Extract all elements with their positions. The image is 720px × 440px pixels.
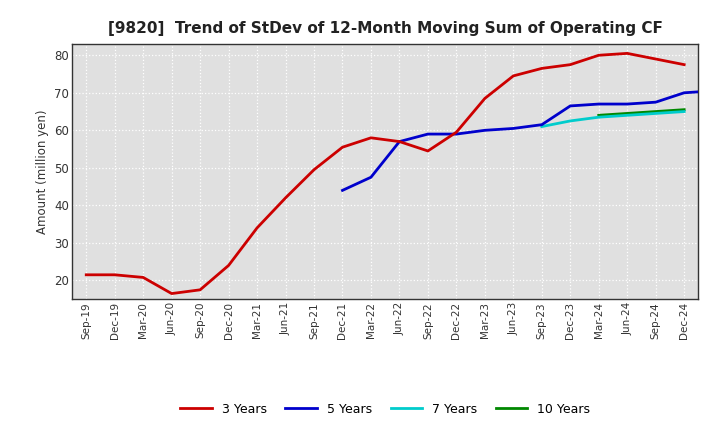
Title: [9820]  Trend of StDev of 12-Month Moving Sum of Operating CF: [9820] Trend of StDev of 12-Month Moving… — [108, 21, 662, 36]
3 Years — [509, 73, 518, 78]
3 Years — [566, 62, 575, 67]
5 Years — [680, 90, 688, 95]
5 Years — [395, 139, 404, 144]
3 Years — [310, 167, 318, 172]
3 Years — [282, 195, 290, 201]
7 Years — [652, 111, 660, 116]
3 Years — [82, 272, 91, 278]
3 Years — [253, 225, 261, 231]
3 Years — [110, 272, 119, 278]
Line: 3 Years: 3 Years — [86, 53, 684, 293]
3 Years — [423, 148, 432, 154]
7 Years — [537, 124, 546, 129]
5 Years — [509, 126, 518, 131]
5 Years — [595, 101, 603, 106]
10 Years — [652, 109, 660, 114]
5 Years — [623, 101, 631, 106]
3 Years — [452, 129, 461, 135]
3 Years — [139, 275, 148, 280]
3 Years — [366, 135, 375, 140]
Line: 5 Years: 5 Years — [343, 91, 720, 191]
7 Years — [680, 109, 688, 114]
10 Years — [595, 113, 603, 118]
10 Years — [623, 111, 631, 116]
7 Years — [595, 114, 603, 120]
Line: 7 Years: 7 Years — [541, 112, 684, 127]
3 Years — [680, 62, 688, 67]
3 Years — [167, 291, 176, 296]
3 Years — [652, 56, 660, 62]
5 Years — [366, 175, 375, 180]
3 Years — [480, 96, 489, 101]
5 Years — [338, 188, 347, 193]
5 Years — [566, 103, 575, 109]
Y-axis label: Amount (million yen): Amount (million yen) — [36, 110, 49, 234]
3 Years — [395, 139, 404, 144]
3 Years — [338, 145, 347, 150]
10 Years — [680, 107, 688, 112]
5 Years — [652, 99, 660, 105]
3 Years — [196, 287, 204, 293]
5 Years — [452, 132, 461, 137]
5 Years — [480, 128, 489, 133]
7 Years — [623, 113, 631, 118]
Line: 10 Years: 10 Years — [599, 110, 684, 115]
3 Years — [225, 263, 233, 268]
3 Years — [595, 53, 603, 58]
5 Years — [708, 88, 717, 94]
7 Years — [566, 118, 575, 124]
Legend: 3 Years, 5 Years, 7 Years, 10 Years: 3 Years, 5 Years, 7 Years, 10 Years — [176, 398, 595, 421]
3 Years — [537, 66, 546, 71]
5 Years — [537, 122, 546, 127]
5 Years — [423, 132, 432, 137]
3 Years — [623, 51, 631, 56]
